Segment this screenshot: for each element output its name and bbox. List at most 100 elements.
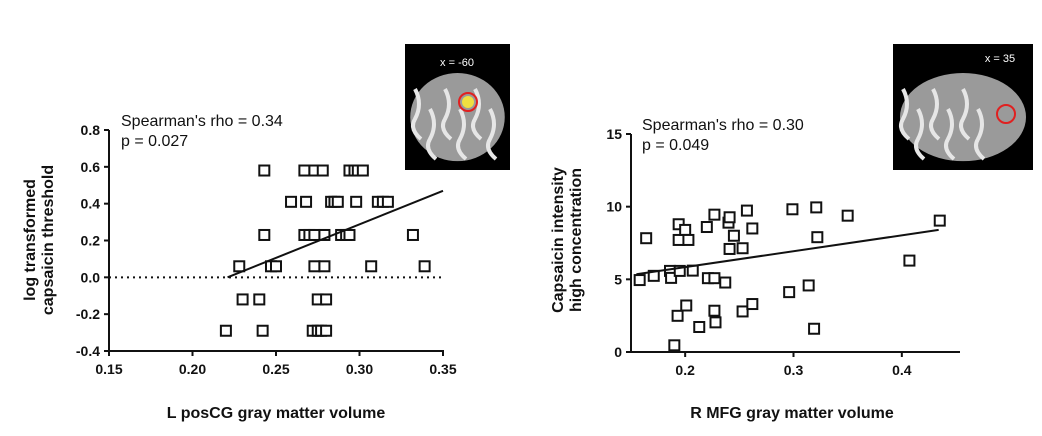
data-point bbox=[270, 260, 282, 273]
brain-gyrus bbox=[456, 108, 468, 161]
data-point bbox=[708, 208, 721, 221]
inset-label: x = 35 bbox=[985, 53, 1015, 65]
data-point bbox=[350, 195, 363, 208]
x-axis-label: L posCG gray matter volume bbox=[167, 405, 386, 422]
y-tick-label: 0.8 bbox=[81, 122, 101, 138]
y-axis-label: high concentration bbox=[568, 168, 585, 312]
y-tick-label: -0.2 bbox=[76, 306, 100, 322]
data-point bbox=[802, 279, 815, 292]
data-point bbox=[933, 214, 946, 227]
y-axis-label: capsaicin threshold bbox=[40, 165, 57, 315]
brain-gyrus bbox=[959, 88, 971, 141]
brain-gyrus bbox=[944, 108, 956, 161]
data-point bbox=[316, 164, 329, 177]
data-point bbox=[318, 260, 331, 273]
data-point bbox=[736, 305, 749, 318]
x-tick-label: 0.20 bbox=[179, 361, 206, 377]
data-point bbox=[810, 201, 823, 214]
y-tick-label: 0.4 bbox=[81, 196, 101, 212]
inset-label: x = -60 bbox=[440, 57, 474, 69]
data-point bbox=[723, 211, 736, 224]
activation-blob bbox=[462, 96, 474, 108]
chart-2: 0 5 10 15 0.2 0.3 0.4 R MFG gray matter volume C… bbox=[550, 44, 1033, 422]
data-point bbox=[708, 304, 721, 317]
stat-annotation: Spearman's rho = 0.34 bbox=[121, 113, 283, 130]
data-point bbox=[298, 164, 311, 177]
roi-circle bbox=[996, 104, 1016, 124]
data-point bbox=[746, 222, 759, 235]
y-tick-label: 10 bbox=[606, 199, 622, 215]
brain-inset: x = -60 bbox=[405, 44, 510, 170]
x-tick-label: 0.35 bbox=[429, 361, 456, 377]
data-point bbox=[356, 164, 369, 177]
data-point bbox=[709, 316, 722, 329]
brain-gyrus bbox=[411, 88, 423, 141]
data-point bbox=[219, 324, 232, 337]
data-point bbox=[665, 271, 678, 284]
data-point bbox=[233, 260, 246, 273]
data-point bbox=[406, 228, 419, 241]
data-point bbox=[343, 228, 356, 241]
data-point bbox=[668, 339, 681, 352]
stat-annotation: Spearman's rho = 0.30 bbox=[642, 117, 804, 134]
data-point bbox=[673, 264, 686, 277]
data-point bbox=[682, 233, 695, 246]
data-point bbox=[736, 242, 749, 255]
x-tick-label: 0.25 bbox=[262, 361, 289, 377]
data-point bbox=[300, 195, 313, 208]
brain-gyrus bbox=[974, 108, 986, 161]
data-point bbox=[903, 254, 916, 267]
data-point bbox=[700, 221, 713, 234]
data-point bbox=[740, 204, 753, 217]
data-point bbox=[786, 203, 799, 216]
data-point bbox=[811, 231, 824, 244]
x-tick-label: 0.3 bbox=[784, 362, 804, 378]
data-point bbox=[308, 260, 321, 273]
fit-line bbox=[636, 228, 939, 276]
data-point bbox=[679, 223, 692, 236]
data-point bbox=[258, 228, 271, 241]
data-point bbox=[320, 324, 333, 337]
chart-1: -0.4 -0.2 0.0 0.2 0.4 0.6 0.8 0.15 0.20 0.25 0.30 0… bbox=[22, 44, 510, 422]
data-point bbox=[708, 272, 721, 285]
data-point bbox=[365, 260, 378, 273]
stat-annotation: p = 0.027 bbox=[121, 133, 188, 150]
x-tick-label: 0.15 bbox=[95, 361, 122, 377]
data-point bbox=[723, 242, 736, 255]
data-point bbox=[256, 324, 269, 337]
data-point bbox=[320, 293, 333, 306]
brain-gyrus bbox=[929, 88, 941, 141]
y-axis-label: Capsaicin intensity bbox=[550, 167, 567, 313]
y-tick-label: 0.0 bbox=[81, 269, 101, 285]
brain-gyrus bbox=[914, 108, 926, 161]
fit-line bbox=[227, 189, 444, 279]
stat-annotation: p = 0.049 bbox=[642, 137, 709, 154]
y-tick-label: 0 bbox=[614, 344, 622, 360]
y-tick-label: -0.4 bbox=[76, 343, 100, 359]
data-point bbox=[331, 195, 344, 208]
y-tick-label: 5 bbox=[614, 271, 622, 287]
y-tick-label: 0.6 bbox=[81, 159, 101, 175]
data-point bbox=[418, 260, 431, 273]
data-point bbox=[783, 286, 796, 299]
brain-gyrus bbox=[486, 108, 498, 161]
data-point bbox=[236, 293, 249, 306]
y-axis-label: log transformed bbox=[22, 179, 39, 301]
brain-gyrus bbox=[441, 88, 453, 141]
data-point bbox=[672, 233, 685, 246]
data-point bbox=[719, 276, 732, 289]
data-point bbox=[680, 299, 693, 312]
roi-circle bbox=[458, 92, 478, 112]
data-point bbox=[640, 232, 653, 245]
brain-image bbox=[410, 72, 505, 162]
data-point bbox=[285, 195, 298, 208]
data-point bbox=[253, 293, 266, 306]
brain-inset: x = 35 bbox=[893, 44, 1033, 170]
brain-gyrus bbox=[471, 88, 483, 141]
data-point bbox=[671, 309, 684, 322]
data-point bbox=[633, 274, 646, 287]
data-point bbox=[318, 228, 331, 241]
data-point bbox=[693, 321, 706, 334]
